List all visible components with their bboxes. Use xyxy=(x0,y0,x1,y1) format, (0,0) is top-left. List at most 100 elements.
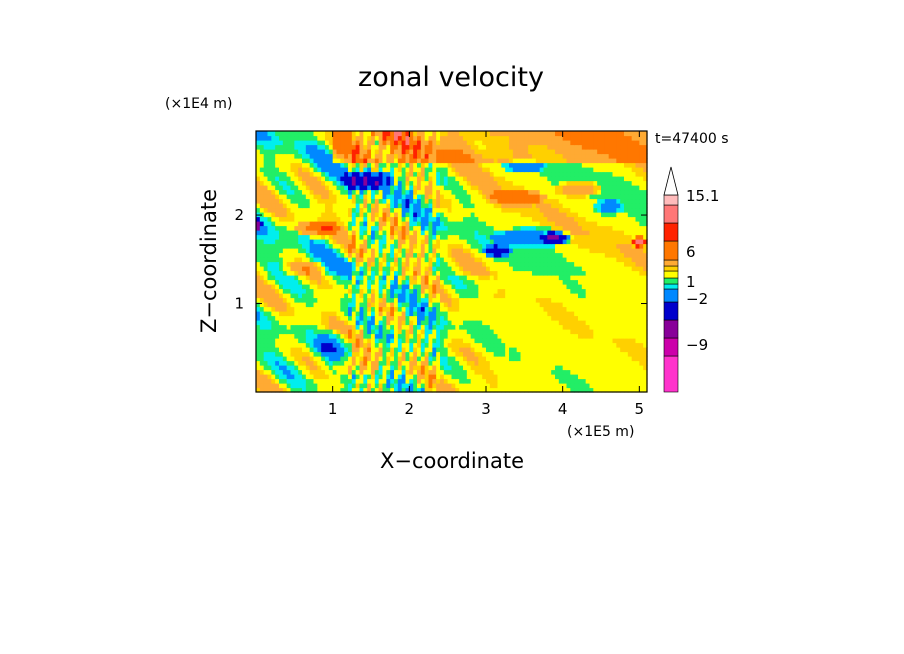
field-cell xyxy=(597,243,602,249)
field-cell xyxy=(294,324,299,330)
field-cell xyxy=(263,365,269,371)
field-cell xyxy=(443,266,449,272)
field-cell xyxy=(585,234,591,240)
field-cell xyxy=(543,198,548,204)
field-cell xyxy=(474,216,479,222)
field-cell xyxy=(451,189,456,195)
field-cell xyxy=(478,257,483,263)
field-cell xyxy=(566,297,571,303)
field-cell xyxy=(620,383,625,389)
field-cell xyxy=(463,288,468,294)
field-cell xyxy=(355,329,361,335)
field-cell xyxy=(351,248,357,254)
field-cell xyxy=(639,180,644,186)
field-cell xyxy=(543,347,548,353)
field-cell xyxy=(578,288,583,294)
field-cell xyxy=(463,176,468,182)
field-cell xyxy=(394,225,399,231)
field-cell xyxy=(405,203,410,209)
field-cell xyxy=(555,356,560,362)
field-cell xyxy=(574,302,579,308)
field-cell xyxy=(413,180,418,186)
field-cell xyxy=(271,342,276,348)
field-cell xyxy=(512,297,518,303)
field-cell xyxy=(497,239,502,245)
field-cell xyxy=(417,275,422,281)
field-cell xyxy=(420,261,426,267)
field-cell xyxy=(566,230,571,236)
field-cell xyxy=(275,356,280,362)
field-cell xyxy=(374,194,380,200)
field-cell xyxy=(263,207,269,213)
field-cell xyxy=(259,207,265,213)
field-cell xyxy=(463,207,468,213)
field-cell xyxy=(401,171,407,177)
field-cell xyxy=(325,275,330,281)
field-cell xyxy=(371,239,376,245)
field-cell xyxy=(267,324,272,330)
field-cell xyxy=(643,351,648,357)
field-cell xyxy=(604,257,610,263)
field-cell xyxy=(294,293,299,299)
field-cell xyxy=(355,293,361,299)
field-cell xyxy=(282,288,288,294)
field-cell xyxy=(256,351,261,357)
field-cell xyxy=(612,225,617,231)
field-cell xyxy=(374,207,380,213)
field-cell xyxy=(359,279,364,285)
field-cell xyxy=(417,302,422,308)
field-cell xyxy=(328,230,334,236)
field-cell xyxy=(294,176,299,182)
field-cell xyxy=(482,194,487,200)
field-cell xyxy=(466,297,472,303)
field-cell xyxy=(593,374,598,380)
field-cell xyxy=(459,347,464,353)
field-cell xyxy=(512,212,518,218)
field-cell xyxy=(616,225,621,231)
field-cell xyxy=(378,320,384,326)
field-cell xyxy=(382,266,387,272)
field-cell xyxy=(631,252,637,258)
field-cell xyxy=(624,266,629,272)
field-cell xyxy=(589,234,594,240)
field-cell xyxy=(420,306,426,312)
field-cell xyxy=(593,365,598,371)
field-cell xyxy=(386,216,391,222)
field-cell xyxy=(317,306,322,312)
field-cell xyxy=(463,333,468,339)
field-cell xyxy=(305,356,311,362)
field-cell xyxy=(470,198,476,204)
field-cell xyxy=(363,311,368,317)
field-cell xyxy=(328,297,334,303)
field-cell xyxy=(328,387,334,393)
field-cell xyxy=(325,383,330,389)
field-cell xyxy=(585,212,591,218)
field-cell xyxy=(624,297,629,303)
field-cell xyxy=(482,356,487,362)
field-cell xyxy=(305,225,311,231)
field-cell xyxy=(463,185,468,191)
field-cell xyxy=(355,248,361,254)
field-cell xyxy=(440,171,445,177)
field-cell xyxy=(616,329,621,335)
field-cell xyxy=(643,342,648,348)
field-cell xyxy=(551,306,556,312)
field-cell xyxy=(451,185,456,191)
field-cell xyxy=(286,365,292,371)
field-cell xyxy=(570,185,575,191)
field-cell xyxy=(313,311,318,317)
field-cell xyxy=(344,387,349,393)
field-cell xyxy=(509,248,514,254)
field-cell xyxy=(459,243,464,249)
field-cell xyxy=(282,261,288,267)
field-cell xyxy=(279,279,284,285)
field-cell xyxy=(532,302,537,308)
field-cell xyxy=(635,324,640,330)
field-cell xyxy=(535,320,541,326)
field-cell xyxy=(336,306,341,312)
field-cell xyxy=(555,212,560,218)
field-cell xyxy=(639,216,644,222)
field-cell xyxy=(359,252,364,258)
field-cell xyxy=(466,311,472,317)
field-cell xyxy=(424,180,430,186)
